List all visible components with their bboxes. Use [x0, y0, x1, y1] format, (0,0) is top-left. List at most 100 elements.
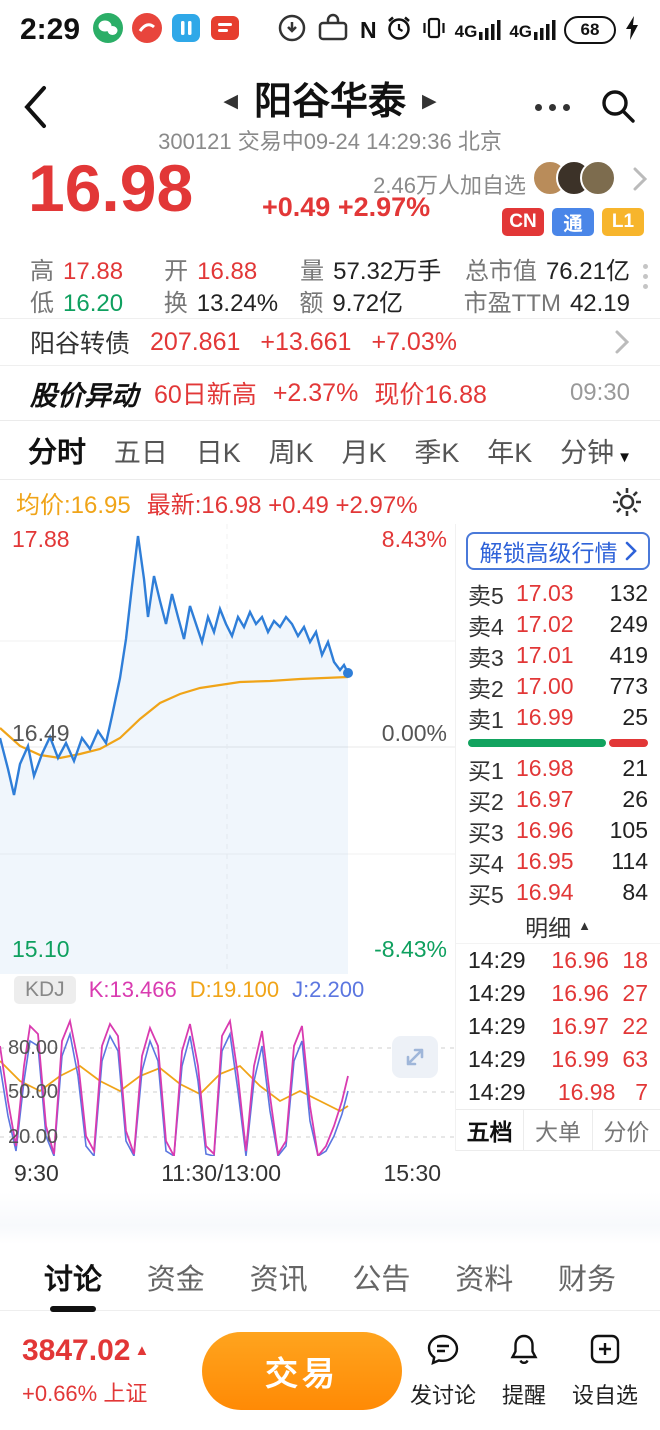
tab-zhouk[interactable]: 周K — [268, 437, 314, 468]
stock-title: 阳谷华泰 — [253, 81, 406, 123]
kdj-grid-20: 20.00 — [8, 1126, 59, 1148]
trade-button[interactable]: 交易 — [202, 1331, 402, 1410]
kdj-j-value: J:2.200 — [292, 977, 365, 1002]
stat-open: 开 16.88 — [164, 257, 258, 285]
next-stock-icon[interactable]: ▶ — [422, 91, 437, 112]
bid-row-4[interactable]: 买4 16.95 114 — [468, 848, 648, 877]
stat-volume: 量 57.32万手 — [300, 257, 442, 285]
charging-bolt-icon — [624, 15, 640, 46]
followers-chevron-icon[interactable] — [632, 166, 648, 197]
tab-zixun[interactable]: 资讯 — [249, 1264, 308, 1296]
stat-low: 低 16.20 — [30, 289, 124, 317]
tab-caiwu[interactable]: 财务 — [557, 1264, 616, 1296]
expand-chart-icon[interactable] — [392, 1036, 438, 1078]
panel-tabs: 五档 大单 分价 — [456, 1109, 660, 1151]
trade-row[interactable]: 14:29 16.96 27 — [468, 980, 648, 1006]
badge-tong[interactable]: 通 — [552, 208, 594, 236]
x-label-open: 9:30 — [14, 1160, 59, 1186]
tab-gonggao[interactable]: 公告 — [352, 1264, 411, 1296]
tab-ziliao[interactable]: 资料 — [455, 1264, 514, 1296]
trade-row[interactable]: 14:29 16.97 22 — [468, 1013, 648, 1039]
tab-taolun[interactable]: 讨论 — [44, 1256, 102, 1298]
tab-dadan[interactable]: 大单 — [523, 1110, 591, 1150]
tab-fenzhong[interactable]: 分钟 ▼ — [560, 437, 632, 468]
trade-row[interactable]: 14:29 16.99 63 — [468, 1046, 648, 1072]
tab-niank[interactable]: 年K — [487, 437, 533, 468]
badge-l1[interactable]: L1 — [602, 208, 644, 236]
kdj-indicator-label[interactable]: KDJ — [14, 976, 76, 1004]
ask-row-4[interactable]: 卖4 17.02 249 — [468, 611, 648, 640]
stats-more-button[interactable] — [643, 264, 648, 289]
discussion-icon — [425, 1331, 461, 1373]
sell-ratio-segment — [468, 739, 607, 747]
signal-2-icon: 4G — [509, 18, 556, 42]
y-axis-mid: 16.49 — [12, 720, 70, 746]
tab-wuri[interactable]: 五日 — [113, 437, 168, 468]
tab-wudang[interactable]: 五档 — [466, 1119, 513, 1145]
reminder-button[interactable]: 提醒 — [502, 1331, 546, 1410]
bid-row-2[interactable]: 买2 16.97 26 — [468, 786, 648, 815]
intraday-chart[interactable] — [0, 524, 455, 974]
stock-subtitle: 300121 交易中09-24 14:29:36 北京 — [158, 129, 502, 154]
tab-jik[interactable]: 季K — [414, 437, 460, 468]
kdj-chart[interactable] — [0, 1006, 455, 1160]
buy-ratio-segment — [609, 739, 648, 747]
bond-change: +13.661 — [260, 327, 352, 356]
unlock-advanced-quotes-button[interactable]: 解锁高级行情 — [466, 532, 650, 570]
chevron-right-icon — [625, 541, 637, 561]
badge-cn[interactable]: CN — [502, 208, 544, 236]
timer-icon — [277, 13, 307, 48]
trade-row[interactable]: 14:29 16.98 7 — [468, 1079, 648, 1105]
trade-row[interactable]: 14:29 16.96 18 — [468, 947, 648, 973]
search-icon[interactable] — [598, 86, 638, 131]
clock-time: 2:29 — [20, 13, 81, 46]
chevron-down-icon: ▼ — [617, 448, 632, 466]
kdj-grid-80: 80.00 — [8, 1037, 59, 1059]
chart-header: 均价:16.95 最新:16.98 +0.49 +2.97% — [0, 480, 660, 524]
quote-block: 16.98 +0.49 +2.97% 2.46万人加自选 CN 通 L1 — [0, 151, 660, 248]
price-alert-row[interactable]: 股价异动 60日新高 +2.37% 现价16.88 09:30 — [0, 366, 660, 420]
chart-section: 17.88 8.43% 16.49 0.00% 15.10 -8.43% KDJ… — [0, 524, 660, 1192]
bond-price: 207.861 — [150, 327, 241, 356]
tab-zijin[interactable]: 资金 — [146, 1264, 205, 1296]
bid-row-3[interactable]: 买3 16.96 105 — [468, 817, 648, 846]
last-price-label: 最新:16.98 +0.49 +2.97% — [146, 491, 418, 519]
gear-icon[interactable] — [610, 485, 644, 519]
ask-row-1[interactable]: 卖1 16.99 25 — [468, 704, 648, 733]
stat-turnover: 换 13.24% — [163, 289, 279, 317]
prev-stock-icon[interactable]: ◀ — [223, 91, 238, 112]
post-discussion-button[interactable]: 发讨论 — [410, 1331, 476, 1410]
tab-yuek[interactable]: 月K — [341, 437, 387, 468]
status-bar: 2:29 N 4G 4G 68 — [0, 0, 660, 60]
ask-row-3[interactable]: 卖3 17.01 419 — [468, 642, 648, 671]
back-button[interactable] — [22, 84, 48, 135]
trade-detail-toggle[interactable]: 明细 ▲ — [456, 908, 660, 944]
stat-marketcap: 总市值 76.21亿 — [464, 257, 630, 285]
bond-chevron-icon — [614, 329, 630, 355]
ask-row-5[interactable]: 卖5 17.03 132 — [468, 580, 648, 609]
bid-row-5[interactable]: 买5 16.94 84 — [468, 879, 648, 908]
blue-app-icon — [171, 13, 201, 48]
more-menu-button[interactable] — [535, 104, 570, 111]
ask-row-2[interactable]: 卖2 17.00 773 — [468, 673, 648, 702]
bid-ask-ratio-bar — [456, 733, 660, 753]
vibrate-icon — [421, 14, 447, 47]
avg-price-label: 均价:16.95 — [16, 491, 131, 519]
bond-row[interactable]: 阳谷转债 207.861 +13.661 +7.03% — [0, 318, 660, 366]
period-tabs: 分时 五日 日K 周K 月K 季K 年K 分钟 ▼ — [0, 420, 660, 480]
followers-count[interactable]: 2.46万人加自选 — [373, 173, 526, 198]
follower-avatars — [532, 160, 616, 196]
kdj-header[interactable]: KDJ K:13.466 D:19.100 J:2.200 — [0, 976, 455, 1004]
tab-fenjia[interactable]: 分价 — [591, 1110, 660, 1150]
add-watchlist-button[interactable]: 设自选 — [572, 1331, 638, 1410]
tab-fenshi[interactable]: 分时 — [28, 437, 87, 469]
kdj-k-value: K:13.466 — [88, 977, 177, 1002]
pct-axis-high: 8.43% — [381, 526, 447, 552]
app-header: ◀ 阳谷华泰 ▶ 300121 交易中09-24 14:29:36 北京 — [0, 60, 660, 160]
red-notification-icon — [210, 13, 240, 48]
bid-row-1[interactable]: 买1 16.98 21 — [468, 755, 648, 784]
x-label-close: 15:30 — [383, 1160, 441, 1186]
tab-rik[interactable]: 日K — [195, 437, 241, 468]
index-quote[interactable]: 3847.02 ▲ +0.66% 上证 — [22, 1334, 182, 1408]
bottom-action-bar: 3847.02 ▲ +0.66% 上证 交易 发讨论 提醒 设自选 — [0, 1310, 660, 1430]
